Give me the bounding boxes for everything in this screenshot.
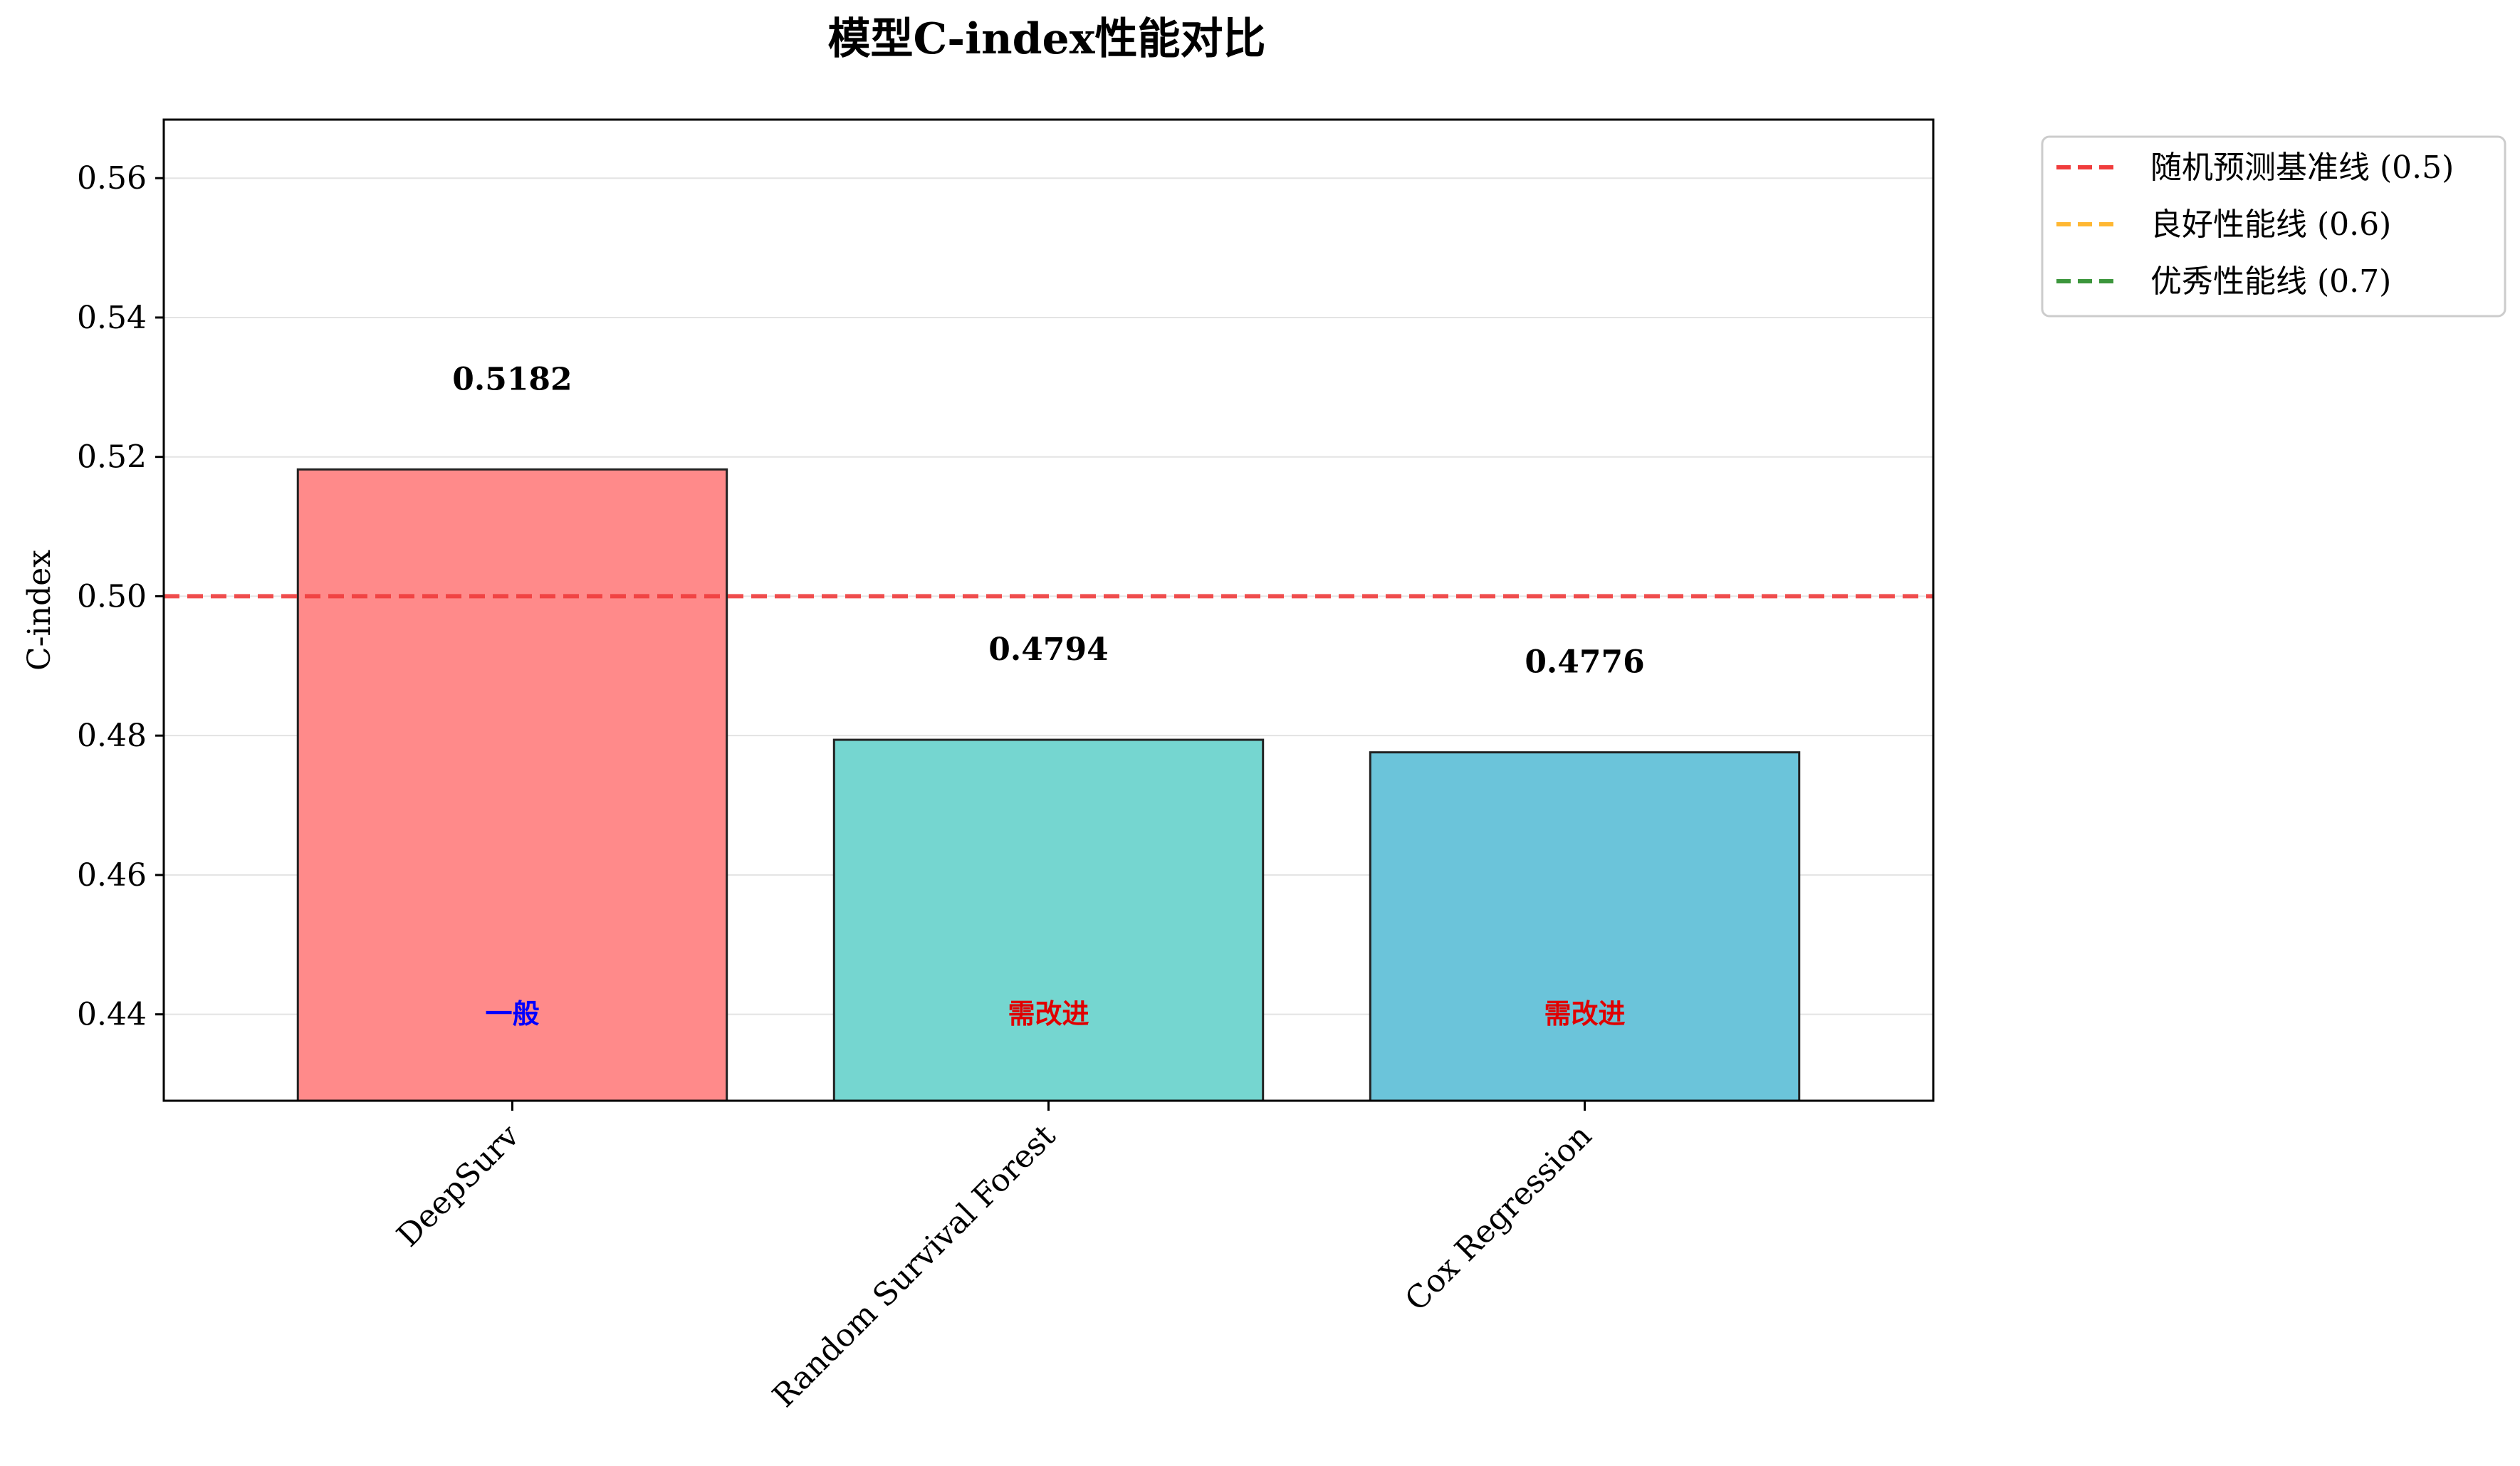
y-axis: 0.44 0.46 0.48 0.50 0.52 0.54 0.56: [77, 160, 164, 1033]
bar-grade-label: 一般: [485, 998, 539, 1030]
y-tick-label: 0.54: [77, 300, 147, 336]
legend-label: 良好性能线 (0.6): [2150, 206, 2391, 243]
bar-grade-label: 需改进: [1544, 998, 1626, 1030]
y-tick-label: 0.52: [77, 439, 147, 476]
bar-value-label: 0.4794: [988, 632, 1108, 668]
y-tick-label: 0.50: [77, 578, 147, 614]
legend-label: 随机预测基准线 (0.5): [2150, 150, 2454, 186]
y-tick-label: 0.46: [77, 857, 147, 894]
label-layer: 0.5182 一般 0.4794 需改进 0.4776 需改进: [452, 361, 1644, 1030]
y-tick-label: 0.56: [77, 160, 147, 197]
legend: 随机预测基准线 (0.5) 良好性能线 (0.6) 优秀性能线 (0.7): [2041, 135, 2506, 318]
bar: [1369, 751, 1801, 1102]
bar: [832, 738, 1265, 1102]
bar-value-label: 0.5182: [452, 361, 572, 397]
y-axis-label: C-index: [21, 550, 58, 671]
legend-box: [2041, 135, 2506, 318]
legend-label: 优秀性能线 (0.7): [2150, 263, 2391, 300]
bar: [296, 468, 728, 1102]
y-tick-label: 0.48: [77, 718, 147, 754]
bar-grade-label: 需改进: [1008, 998, 1089, 1030]
bar-value-label: 0.4776: [1525, 644, 1644, 681]
chart-title: 模型C-index性能对比: [828, 14, 1266, 64]
y-tick-label: 0.44: [77, 997, 147, 1033]
